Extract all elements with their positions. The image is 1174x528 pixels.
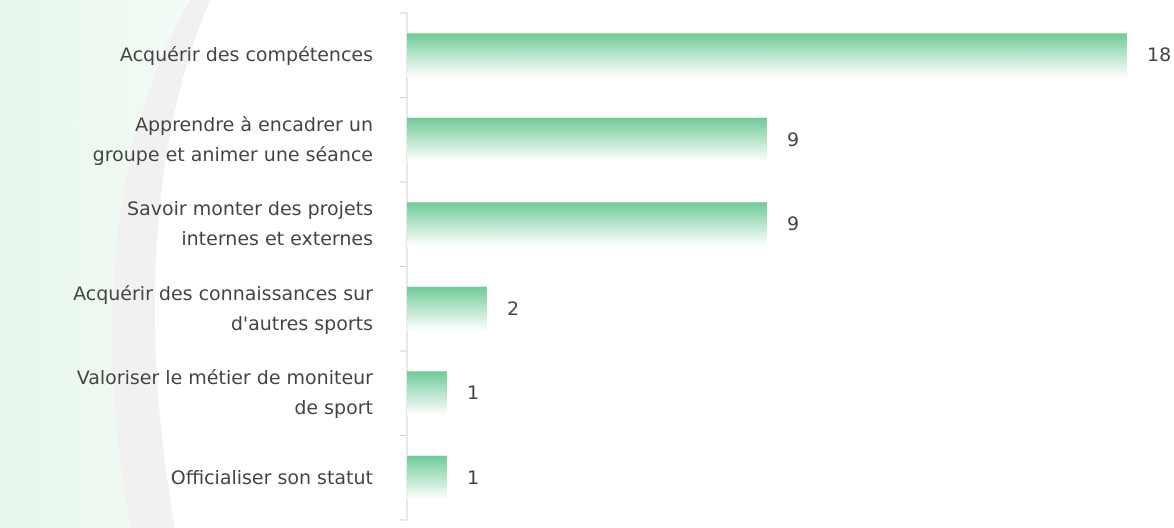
value-label: 1 [467,382,480,405]
value-label: 9 [787,213,800,236]
bar [407,286,487,331]
background-swoosh [0,0,190,528]
value-label: 9 [787,128,800,151]
category-label: Acquérir des connaissances sur d'autres … [73,282,373,335]
bar [407,117,767,162]
bar [407,455,447,500]
category-label: Savoir monter des projets internes et ex… [127,198,373,251]
category-label: Acquérir des compétences [119,44,373,67]
category-label: Officialiser son statut [170,466,373,489]
bar [407,202,767,247]
plot-area [400,12,1127,521]
category-label: Apprendre à encadrer un groupe et animer… [92,113,373,166]
value-label: 18 [1147,44,1172,67]
background-stripe [112,0,210,528]
value-label: 1 [467,466,480,489]
bar [407,33,1127,78]
bar [407,371,447,416]
value-label: 2 [507,297,520,320]
category-label: Valoriser le métier de moniteur de sport [76,367,373,420]
